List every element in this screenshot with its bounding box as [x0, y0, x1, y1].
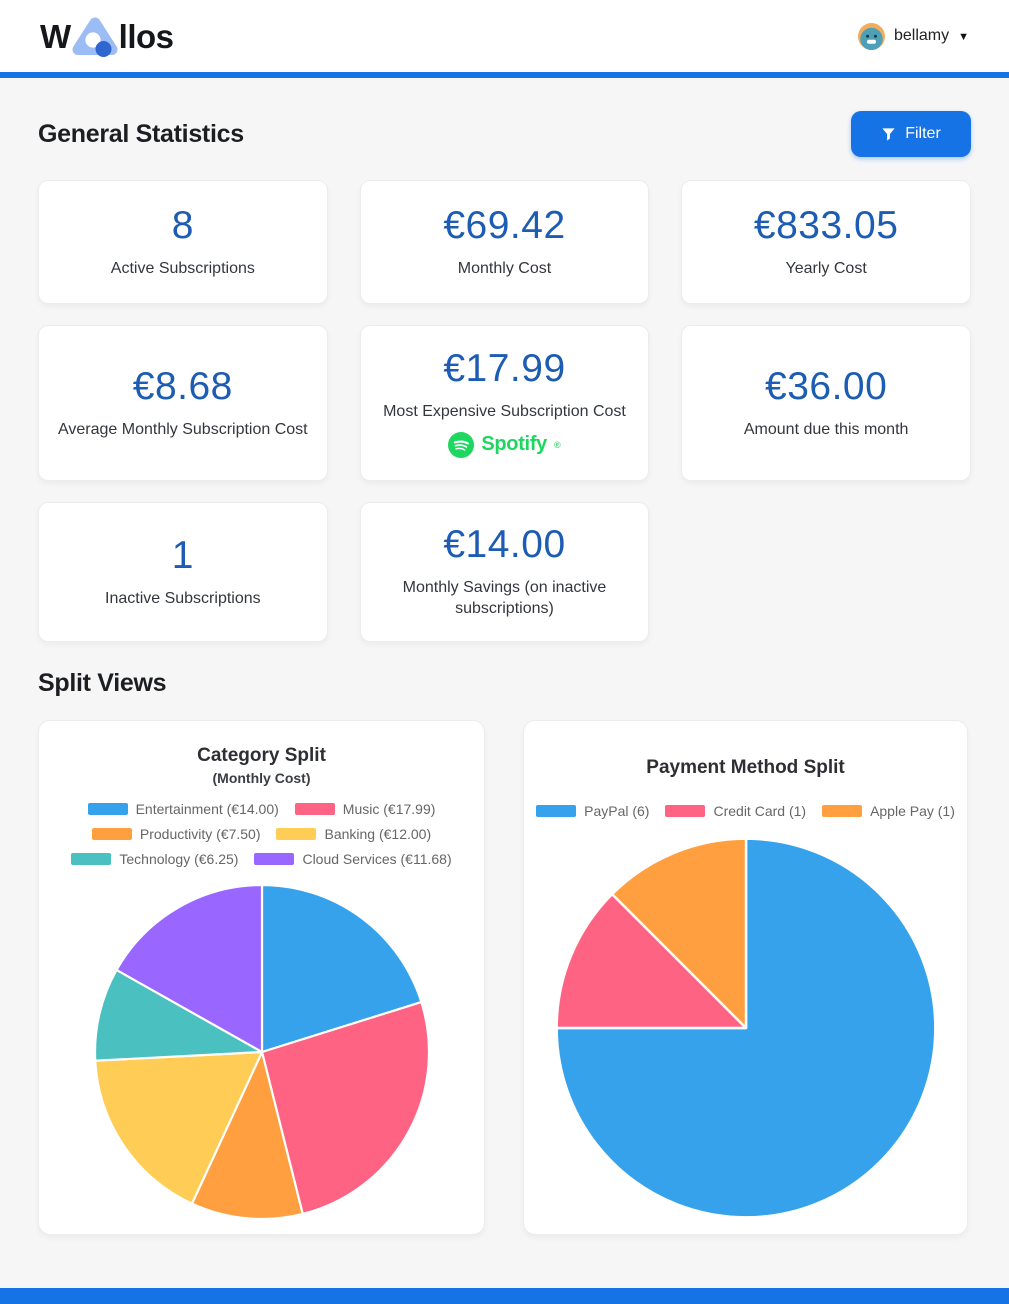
stat-card-inactive-subscriptions: 1 Inactive Subscriptions [38, 502, 328, 642]
logo-text-llos: llos [118, 17, 174, 55]
legend-item-productivity[interactable]: Productivity (€7.50) [91, 826, 261, 842]
legend-label: PayPal (6) [584, 803, 650, 819]
footer-accent-bar [0, 1288, 1009, 1304]
stat-card-monthly-savings: €14.00 Monthly Savings (on inactive subs… [359, 502, 650, 642]
spotify-icon [448, 431, 475, 458]
wallos-logo[interactable]: W llos [40, 14, 174, 58]
legend-label: Apple Pay (1) [870, 803, 955, 819]
legend-swatch [254, 853, 295, 865]
stat-label: Inactive Subscriptions [105, 589, 261, 607]
legend-label: Cloud Services (€11.68) [302, 851, 452, 867]
stat-value: €8.68 [132, 364, 233, 408]
stat-card-active-subscriptions: 8 Active Subscriptions [38, 180, 328, 304]
stat-value: €36.00 [765, 364, 888, 408]
stat-card-monthly-cost: €69.42 Monthly Cost [359, 180, 650, 304]
stat-card-most-expensive: €17.99 Most Expensive Subscription Cost … [359, 325, 650, 481]
stat-label: Most Expensive Subscription Cost [383, 403, 626, 421]
legend-label: Entertainment (€14.00) [135, 801, 279, 817]
legend-item-cloud-services[interactable]: Cloud Services (€11.68) [254, 851, 452, 867]
app-header: W llos bellamy ▼ [0, 0, 1009, 72]
pie-slice-technology[interactable] [93, 968, 263, 1062]
stat-label: Average Monthly Subscription Cost [58, 420, 308, 438]
legend-item-music[interactable]: Music (€17.99) [294, 801, 436, 817]
category-split-card: Category Split (Monthly Cost) Entertainm… [38, 720, 485, 1235]
legend-swatch [87, 803, 128, 815]
legend-swatch [294, 803, 335, 815]
legend-label: Productivity (€7.50) [139, 826, 261, 842]
stat-label: Active Subscriptions [110, 259, 255, 277]
pie-slice-entertainment[interactable] [260, 883, 422, 1054]
legend-item-paypal[interactable]: PayPal (6) [536, 803, 649, 819]
category-split-legend: Entertainment (€14.00) Music (€17.99) Prod… [66, 801, 458, 867]
payment-method-pie-chart[interactable] [551, 833, 941, 1223]
filter-button[interactable]: Filter [851, 111, 971, 157]
user-avatar [857, 22, 885, 50]
stat-value: 8 [171, 203, 194, 247]
stat-value: 1 [171, 533, 194, 577]
payment-method-split-card: Payment Method Split PayPal (6) Credit Ca… [523, 720, 968, 1235]
pie-slice-banking[interactable] [93, 1050, 263, 1205]
legend-swatch [665, 805, 706, 817]
split-views-title: Split Views [38, 669, 167, 697]
stat-card-average-monthly-cost: €8.68 Average Monthly Subscription Cost [38, 325, 328, 481]
stat-value: €14.00 [443, 522, 566, 566]
header-accent-bar [0, 72, 1009, 78]
username: bellamy [893, 27, 950, 44]
chevron-down-icon: ▼ [958, 31, 969, 43]
stat-label: Yearly Cost [785, 259, 867, 277]
legend-item-banking[interactable]: Banking (€12.00) [276, 826, 431, 842]
logo-text-w: W [40, 17, 71, 55]
spotify-wordmark: Spotify [481, 433, 548, 456]
category-split-pie-chart[interactable] [90, 880, 434, 1224]
stat-label: Monthly Cost [457, 259, 552, 277]
general-statistics-title: General Statistics [38, 119, 244, 148]
stat-label: Amount due this month [743, 420, 909, 438]
wallos-triangle-icon [72, 17, 118, 57]
legend-label: Technology (€6.25) [119, 851, 239, 867]
stat-card-amount-due: €36.00 Amount due this month [681, 325, 971, 481]
payment-method-legend: PayPal (6) Credit Card (1) Apple Pay (1) [536, 803, 955, 819]
pie-slice-apple-pay[interactable] [610, 837, 747, 1030]
pie-slice-credit-card[interactable] [554, 892, 747, 1030]
legend-swatch [91, 828, 132, 840]
stat-value: €17.99 [443, 347, 566, 391]
spotify-trademark: ® [554, 439, 561, 450]
legend-item-credit-card[interactable]: Credit Card (1) [665, 803, 806, 819]
legend-swatch [71, 853, 112, 865]
chart-title: Category Split [197, 745, 326, 766]
filter-funnel-icon [882, 127, 895, 141]
legend-label: Banking (€12.00) [324, 826, 432, 842]
legend-swatch [536, 805, 577, 817]
spotify-logo: Spotify ® [448, 431, 561, 458]
legend-item-technology[interactable]: Technology (€6.25) [71, 851, 238, 867]
stats-grid: 8 Active Subscriptions €69.42 Monthly Co… [38, 180, 971, 642]
legend-swatch [276, 828, 317, 840]
legend-label: Credit Card (1) [713, 803, 807, 819]
legend-item-entertainment[interactable]: Entertainment (€14.00) [87, 801, 279, 817]
legend-item-apple-pay[interactable]: Apple Pay (1) [822, 803, 955, 819]
chart-subtitle: (Monthly Cost) [212, 770, 311, 786]
user-menu[interactable]: bellamy ▼ [857, 22, 969, 50]
pie-slice-music[interactable] [260, 1000, 430, 1216]
stat-label: Monthly Savings (on inactive subscriptio… [402, 578, 607, 618]
charts-grid: Category Split (Monthly Cost) Entertainm… [38, 720, 971, 1235]
stat-value: €833.05 [753, 203, 899, 247]
legend-label: Music (€17.99) [342, 801, 436, 817]
pie-slice-cloud-services[interactable] [114, 883, 263, 1054]
legend-swatch [822, 805, 863, 817]
chart-title: Payment Method Split [646, 757, 845, 778]
filter-button-label: Filter [905, 125, 941, 142]
pie-slice-productivity[interactable] [190, 1050, 304, 1221]
stat-value: €69.42 [443, 203, 566, 247]
stat-card-yearly-cost: €833.05 Yearly Cost [681, 180, 971, 304]
